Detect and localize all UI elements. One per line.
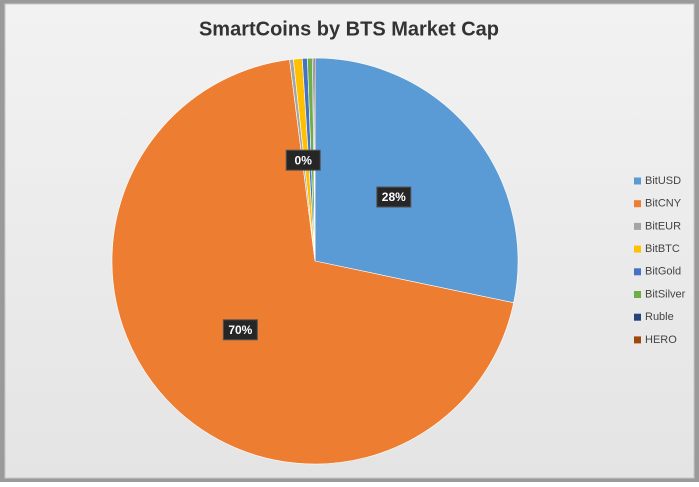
- data-label: 28%: [382, 190, 406, 204]
- legend-label: BitSilver: [645, 288, 686, 300]
- legend-swatch: [634, 336, 641, 344]
- pie-slice: [314, 57, 519, 304]
- legend-label: BitUSD: [645, 175, 681, 187]
- data-label-box: [376, 186, 412, 208]
- legend-swatch: [634, 268, 641, 276]
- data-label: 0%: [295, 153, 313, 167]
- legend-label: Ruble: [645, 311, 674, 323]
- data-label-box: [285, 149, 321, 171]
- chart-title: SmartCoins by BTS Market Cap: [199, 18, 499, 40]
- data-label-box: [222, 319, 258, 341]
- legend-swatch: [634, 291, 641, 298]
- legend-swatch: [634, 222, 641, 230]
- legend-label: BitEUR: [645, 220, 681, 232]
- legend-label: HERO: [645, 334, 677, 346]
- data-label: 70%: [228, 323, 252, 337]
- legend-swatch: [634, 313, 641, 321]
- legend-label: BitCNY: [645, 198, 682, 210]
- legend-swatch: [634, 245, 641, 253]
- pie-slice: [111, 59, 515, 465]
- legend-label: BitBTC: [645, 243, 680, 255]
- legend-swatch: [634, 200, 641, 208]
- legend-swatch: [634, 177, 641, 185]
- legend-label: BitGold: [645, 266, 681, 278]
